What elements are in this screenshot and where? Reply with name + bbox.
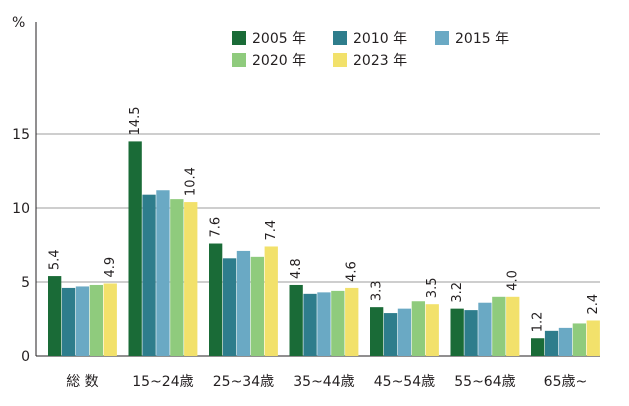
legend-label: 2015 年 bbox=[455, 31, 509, 47]
y-tick-label: 0 bbox=[21, 349, 30, 365]
bar bbox=[61, 287, 76, 356]
y-axis-ticks: 0 5 10 15 bbox=[12, 127, 30, 365]
bar bbox=[128, 141, 142, 356]
legend-label: 2005 年 bbox=[252, 31, 306, 47]
bar bbox=[425, 304, 439, 356]
y-tick-label: 15 bbox=[12, 127, 30, 143]
legend-label: 2023 年 bbox=[353, 53, 407, 69]
x-axis-categories: 総 数 15~24歳 25~34歳 35~44歳 45~54歳 55~64歳 65歳~ bbox=[66, 374, 587, 390]
y-axis-unit-label: % bbox=[12, 15, 25, 31]
bar bbox=[331, 290, 345, 356]
bar bbox=[75, 286, 90, 356]
data-label: 3.2 bbox=[450, 282, 465, 303]
bar bbox=[48, 276, 62, 356]
legend-label: 2010 年 bbox=[353, 31, 407, 47]
data-label: 7.4 bbox=[264, 220, 279, 241]
x-category-label: 35~44歳 bbox=[293, 374, 354, 390]
bar bbox=[264, 246, 278, 356]
bar bbox=[464, 310, 478, 356]
data-label: 5.4 bbox=[48, 249, 63, 270]
bar bbox=[89, 284, 103, 356]
legend-swatch bbox=[232, 31, 246, 45]
data-labels: 5.4 4.9 14.5 10.4 7.6 7.4 4.8 4.6 3.3 3.5 3.2 4.0 1.… bbox=[48, 106, 602, 332]
x-category-label: 25~34歳 bbox=[213, 374, 274, 390]
data-label: 4.0 bbox=[506, 270, 521, 291]
bar bbox=[303, 293, 317, 356]
x-category-label: 45~54歳 bbox=[374, 374, 435, 390]
data-label: 4.8 bbox=[289, 258, 304, 279]
bars bbox=[48, 141, 600, 356]
bar bbox=[397, 308, 412, 356]
x-category-label: 15~24歳 bbox=[132, 374, 193, 390]
bar bbox=[345, 287, 359, 356]
bar bbox=[289, 284, 303, 356]
legend-swatch bbox=[435, 31, 449, 45]
bar bbox=[250, 256, 264, 356]
x-category-label: 55~64歳 bbox=[454, 374, 515, 390]
bar bbox=[156, 190, 170, 356]
y-tick-label: 10 bbox=[12, 201, 30, 217]
bar bbox=[209, 243, 223, 356]
data-label: 14.5 bbox=[128, 106, 143, 135]
data-label: 1.2 bbox=[531, 312, 546, 333]
data-label: 4.9 bbox=[103, 257, 118, 278]
bar bbox=[236, 250, 251, 356]
bar bbox=[572, 323, 586, 356]
bar bbox=[586, 320, 600, 356]
legend-swatch bbox=[333, 31, 347, 45]
bar bbox=[558, 327, 573, 356]
bar bbox=[317, 292, 331, 356]
data-label: 3.3 bbox=[370, 280, 385, 301]
bar bbox=[506, 296, 520, 356]
legend-swatch bbox=[333, 53, 347, 67]
bar bbox=[544, 330, 559, 356]
bar bbox=[383, 313, 398, 356]
data-label: 10.4 bbox=[184, 167, 199, 196]
bar bbox=[411, 301, 425, 356]
y-tick-label: 5 bbox=[21, 275, 30, 291]
bar bbox=[478, 302, 492, 356]
legend-swatch bbox=[232, 53, 246, 67]
legend-label: 2020 年 bbox=[252, 53, 306, 69]
bar bbox=[492, 296, 506, 356]
bar bbox=[142, 194, 156, 356]
x-category-label: 総 数 bbox=[66, 374, 98, 390]
bar bbox=[184, 202, 198, 356]
bar bbox=[222, 258, 237, 356]
x-category-label: 65歳~ bbox=[544, 374, 588, 390]
data-label: 7.6 bbox=[209, 217, 224, 238]
bar bbox=[450, 308, 464, 356]
legend: 2005 年 2010 年 2015 年 2020 年 2023 年 bbox=[232, 31, 509, 69]
data-label: 2.4 bbox=[586, 294, 601, 315]
bar bbox=[370, 307, 384, 356]
bar bbox=[103, 283, 117, 356]
bar bbox=[531, 338, 545, 356]
bar bbox=[170, 199, 184, 356]
data-label: 3.5 bbox=[425, 278, 440, 299]
data-label: 4.6 bbox=[345, 261, 360, 282]
